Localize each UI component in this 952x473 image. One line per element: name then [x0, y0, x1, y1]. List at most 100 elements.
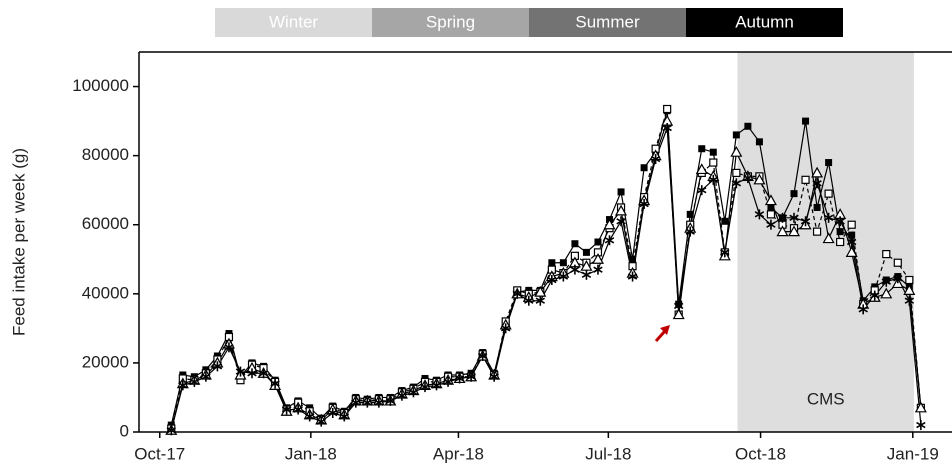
marker: [754, 209, 765, 220]
marker: [708, 174, 718, 185]
marker: [732, 168, 741, 178]
marker-shape: [893, 258, 902, 267]
marker-shape: [570, 266, 580, 273]
marker: [755, 138, 763, 146]
marker-shape: [212, 363, 223, 370]
marker: [767, 203, 775, 211]
marker: [558, 271, 569, 282]
marker: [698, 145, 706, 153]
marker-shape: [617, 188, 625, 196]
marker: [812, 178, 822, 189]
marker-shape: [903, 284, 916, 295]
marker-shape: [166, 427, 176, 434]
marker-shape: [836, 237, 845, 247]
marker-shape: [893, 275, 903, 282]
marker-shape: [812, 227, 822, 236]
marker-shape: [627, 273, 638, 280]
y-tick-label: 40000: [82, 283, 129, 302]
marker: [374, 397, 384, 408]
y-tick-label: 80000: [82, 145, 129, 164]
marker-shape: [845, 246, 858, 257]
marker-shape: [247, 370, 257, 377]
marker-shape: [374, 399, 384, 406]
marker: [304, 411, 315, 422]
marker-shape: [790, 190, 798, 198]
marker-shape: [777, 214, 788, 222]
marker: [744, 122, 752, 130]
marker-shape: [880, 287, 893, 299]
marker-shape: [524, 297, 534, 304]
marker: [824, 189, 833, 198]
marker: [247, 368, 257, 379]
marker-shape: [501, 325, 511, 332]
marker: [695, 163, 708, 175]
marker: [777, 212, 788, 223]
marker-shape: [709, 148, 717, 156]
marker: [880, 287, 893, 299]
marker-shape: [489, 373, 499, 380]
marker-shape: [836, 228, 844, 236]
marker: [362, 397, 373, 408]
marker: [477, 351, 488, 361]
marker-shape: [535, 297, 546, 304]
marker: [594, 238, 602, 246]
marker-shape: [454, 375, 465, 382]
marker: [847, 220, 856, 229]
marker: [547, 275, 557, 285]
marker: [858, 304, 868, 315]
y-tick-label: 60000: [82, 214, 129, 233]
marker-shape: [847, 220, 856, 229]
marker: [731, 178, 742, 189]
marker: [443, 376, 453, 387]
marker-shape: [615, 204, 628, 216]
marker: [836, 237, 845, 247]
marker: [800, 216, 811, 227]
marker: [764, 194, 777, 206]
marker: [629, 255, 637, 263]
marker-shape: [904, 297, 915, 304]
marker: [790, 190, 798, 198]
marker: [235, 366, 246, 377]
marker-shape: [776, 225, 789, 237]
marker: [903, 284, 916, 295]
marker: [673, 300, 684, 311]
marker: [766, 219, 776, 230]
marker: [893, 258, 902, 267]
marker-shape: [905, 275, 914, 285]
marker-shape: [686, 210, 694, 218]
marker-shape: [512, 290, 522, 298]
marker-shape: [825, 159, 833, 167]
marker-shape: [731, 180, 742, 187]
marker: [743, 173, 753, 184]
marker-shape: [547, 276, 557, 284]
marker-shape: [800, 218, 811, 225]
x-tick-label: Jan-18: [285, 444, 337, 463]
marker-shape: [802, 117, 810, 125]
marker-shape: [721, 217, 729, 225]
annotation-arrow: [654, 325, 670, 343]
marker: [603, 218, 616, 230]
marker-shape: [594, 238, 602, 246]
marker: [616, 216, 626, 227]
marker-shape: [846, 238, 857, 246]
marker-shape: [235, 368, 246, 375]
marker-shape: [640, 164, 648, 172]
marker-shape: [822, 232, 835, 244]
marker-shape: [709, 158, 718, 167]
marker-shape: [397, 392, 407, 399]
y-tick-label: 20000: [82, 352, 129, 371]
marker: [431, 380, 442, 391]
marker: [697, 185, 707, 196]
marker-shape: [697, 186, 707, 194]
marker: [281, 404, 292, 415]
marker: [293, 404, 303, 415]
marker-shape: [764, 194, 777, 206]
marker: [581, 269, 592, 280]
marker: [201, 371, 211, 382]
season-box: [215, 8, 372, 37]
marker-shape: [420, 383, 430, 391]
marker: [454, 373, 465, 384]
marker-shape: [766, 221, 776, 228]
marker: [709, 148, 717, 156]
